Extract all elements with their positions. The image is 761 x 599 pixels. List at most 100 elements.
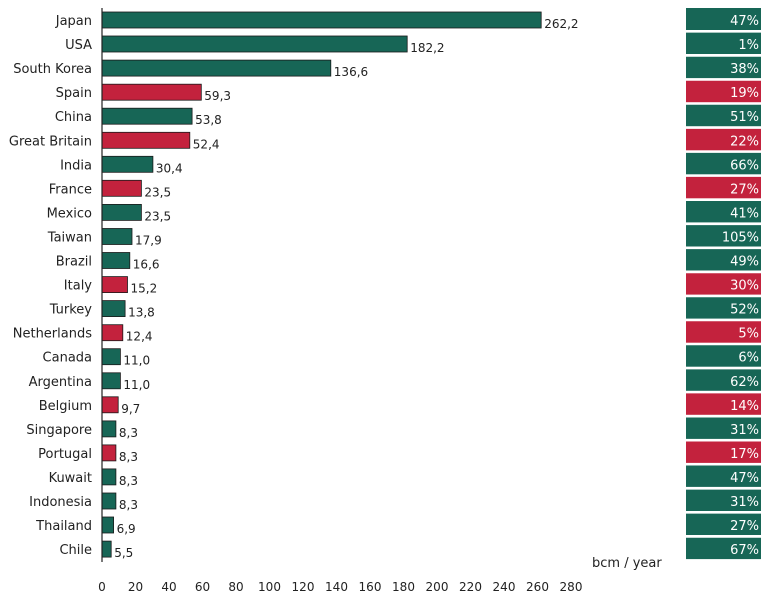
- share-badge-kuwait: [686, 464, 761, 487]
- share-badge-netherlands: [686, 320, 761, 343]
- share-badge-great-britain: [686, 128, 761, 151]
- share-badge-usa: [686, 32, 761, 54]
- share-badge-spain: [686, 80, 761, 103]
- share-badge-mexico: [686, 200, 761, 223]
- share-badge-text-italy: 30%: [730, 279, 759, 294]
- share-badge-text-taiwan: 105%: [722, 231, 759, 246]
- category-label-portugal: Portugal: [38, 447, 92, 462]
- share-badge-text-kuwait: 47%: [730, 471, 759, 486]
- bar-great-britain: [101, 131, 191, 149]
- x-tick-label-200: 200: [426, 580, 449, 594]
- category-label-south-korea: South Korea: [13, 62, 92, 77]
- category-label-china: China: [55, 110, 92, 125]
- x-tick-labels-layer: 0 20 40 60 80 100 120 140 160 180 200 220 240 260 280: [98, 580, 582, 594]
- value-label-brazil: 16,6: [133, 258, 160, 272]
- share-badge-singapore: [686, 416, 761, 439]
- value-label-chile: 5,5: [114, 546, 133, 560]
- share-badge-text-argentina: 62%: [730, 375, 759, 390]
- x-tick-label-160: 160: [359, 580, 382, 594]
- category-label-brazil: Brazil: [56, 255, 92, 270]
- category-label-argentina: Argentina: [29, 375, 92, 390]
- share-badge-text-great-britain: 22%: [730, 134, 759, 149]
- bar-france: [101, 179, 142, 197]
- category-label-india: India: [60, 158, 92, 173]
- share-badge-text-brazil: 49%: [730, 255, 759, 270]
- bar-mexico: [101, 203, 142, 221]
- x-tick-label-60: 60: [195, 580, 210, 594]
- axis-layer: bcm / year: [101, 8, 662, 571]
- value-labels-layer: 262,2 182,2 136,6 59,3 53,8 52,4 30,4 23,5 23,5 1…: [114, 17, 578, 560]
- category-label-france: France: [49, 182, 92, 197]
- share-badge-indonesia: [686, 489, 761, 511]
- share-badge-text-south-korea: 38%: [730, 62, 759, 77]
- category-label-thailand: Thailand: [35, 519, 92, 534]
- share-badge-chile: [686, 537, 761, 560]
- value-label-belgium: 9,7: [121, 402, 140, 416]
- category-label-usa: USA: [65, 38, 92, 53]
- bar-south-korea: [101, 59, 332, 77]
- bar-argentina: [101, 372, 121, 390]
- value-label-great-britain: 52,4: [193, 137, 220, 151]
- bar-taiwan: [101, 228, 133, 245]
- share-badge-taiwan: [686, 224, 761, 247]
- share-badges-layer: 47% 1% 38% 19% 51% 22% 66% 27% 41% 105% 49% 30% 52% 5…: [686, 8, 761, 560]
- bars-layer: [101, 11, 542, 558]
- category-label-great-britain: Great Britain: [9, 134, 92, 149]
- category-label-italy: Italy: [64, 279, 93, 294]
- x-tick-label-260: 260: [526, 580, 549, 594]
- share-badge-text-indonesia: 31%: [730, 495, 759, 510]
- value-label-mexico: 23,5: [144, 209, 171, 223]
- share-badge-south-korea: [686, 56, 761, 79]
- category-label-singapore: Singapore: [26, 423, 92, 438]
- share-badge-text-portugal: 17%: [730, 447, 759, 462]
- category-labels-layer: Japan USA South Korea Spain China Great Brita…: [9, 14, 92, 558]
- value-label-argentina: 11,0: [123, 378, 150, 392]
- bar-indonesia: [101, 492, 117, 510]
- bar-china: [101, 107, 193, 125]
- value-label-indonesia: 8,3: [119, 498, 138, 512]
- bar-thailand: [101, 516, 115, 534]
- bar-india: [101, 155, 154, 173]
- x-tick-label-140: 140: [325, 580, 348, 594]
- bar-chile: [101, 540, 112, 558]
- category-label-mexico: Mexico: [47, 206, 92, 221]
- x-tick-label-40: 40: [161, 580, 176, 594]
- value-label-taiwan: 17,9: [135, 234, 162, 248]
- category-label-spain: Spain: [56, 86, 92, 101]
- share-badge-text-chile: 67%: [730, 543, 759, 558]
- value-label-turkey: 13,8: [128, 306, 155, 320]
- value-label-japan: 262,2: [544, 17, 578, 31]
- x-tick-label-0: 0: [98, 580, 106, 594]
- share-badge-text-mexico: 41%: [730, 206, 759, 221]
- category-label-kuwait: Kuwait: [49, 471, 92, 486]
- bar-turkey: [101, 300, 126, 318]
- value-label-portugal: 8,3: [119, 450, 138, 464]
- value-label-france: 23,5: [144, 185, 171, 199]
- bar-italy: [101, 276, 128, 294]
- share-badge-portugal: [686, 440, 761, 463]
- value-label-india: 30,4: [156, 161, 183, 175]
- category-label-canada: Canada: [43, 351, 92, 366]
- bar-canada: [101, 348, 121, 366]
- x-axis-title: bcm / year: [592, 556, 662, 571]
- value-label-china: 53,8: [195, 113, 222, 127]
- x-tick-label-220: 220: [459, 580, 482, 594]
- share-badge-text-china: 51%: [730, 110, 759, 125]
- share-badge-italy: [686, 272, 761, 295]
- bar-netherlands: [101, 324, 124, 342]
- category-label-turkey: Turkey: [49, 303, 93, 318]
- category-label-japan: Japan: [55, 14, 92, 29]
- category-label-taiwan: Taiwan: [47, 231, 92, 246]
- x-tick-label-180: 180: [392, 580, 415, 594]
- bar-usa: [101, 35, 408, 53]
- value-label-usa: 182,2: [410, 41, 444, 55]
- share-badge-japan: [686, 8, 761, 30]
- value-label-kuwait: 8,3: [119, 474, 138, 488]
- share-badge-text-belgium: 14%: [730, 399, 759, 414]
- share-badge-text-japan: 47%: [730, 14, 759, 29]
- bar-belgium: [101, 396, 119, 414]
- share-badge-argentina: [686, 368, 761, 391]
- share-badge-belgium: [686, 392, 761, 415]
